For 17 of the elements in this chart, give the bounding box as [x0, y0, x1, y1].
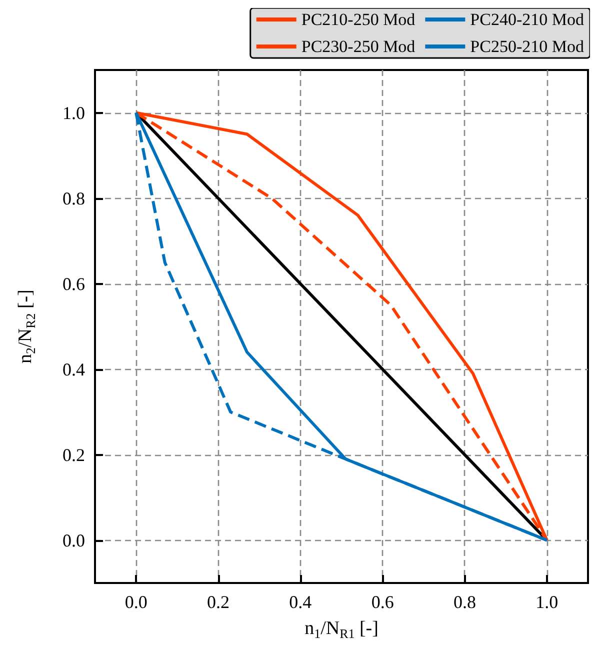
y-tick-label: 0.8 [62, 188, 85, 208]
legend-label: PC240-210 Mod [470, 10, 584, 29]
x-tick-label: 0.8 [454, 592, 476, 612]
x-tick-label: 0.6 [371, 592, 394, 612]
y-tick-label: 1.0 [62, 102, 85, 123]
legend-label: PC230-250 Mod [301, 37, 416, 56]
legend-label: PC250-210 Mod [470, 37, 584, 56]
x-tick-label: 1.0 [536, 592, 558, 612]
y-axis-title: n2/NR2 [-] [15, 290, 38, 364]
y-tick-label: 0.0 [62, 530, 85, 550]
legend-label: PC210-250 Mod [301, 10, 416, 29]
y-tick-label: 0.6 [62, 274, 85, 294]
x-tick-label: 0.2 [207, 592, 230, 612]
x-tick-label: 0.4 [289, 592, 312, 612]
y-tick-label: 0.2 [62, 444, 85, 465]
x-tick-label: 0.0 [124, 592, 148, 612]
y-tick-label: 0.4 [62, 359, 85, 380]
